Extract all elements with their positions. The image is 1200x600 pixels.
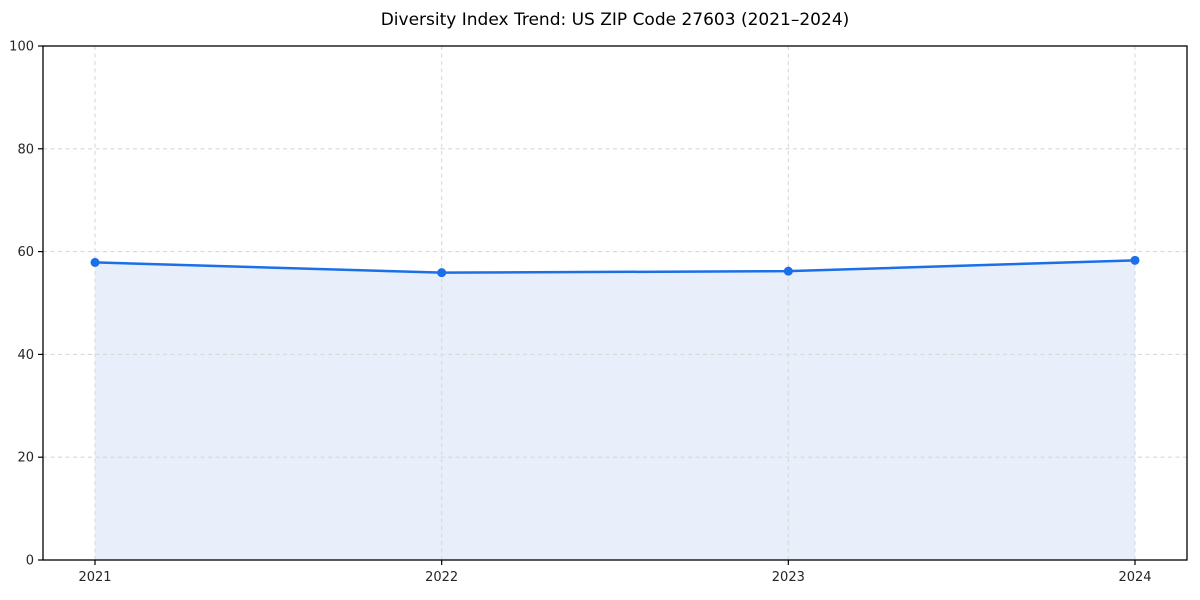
y-tick-label: 100 xyxy=(9,40,34,55)
x-tick-label: 2021 xyxy=(78,570,111,585)
y-tick-label: 20 xyxy=(17,451,34,466)
x-tick-label: 2022 xyxy=(425,570,458,585)
data-point xyxy=(1130,255,1140,265)
area-fill xyxy=(95,260,1135,560)
x-tick-label: 2024 xyxy=(1118,570,1151,585)
y-tick-label: 40 xyxy=(17,348,34,363)
y-tick-label: 0 xyxy=(26,554,34,569)
data-point xyxy=(90,257,100,267)
data-point xyxy=(437,268,447,278)
data-point xyxy=(783,266,793,276)
chart-title: Diversity Index Trend: US ZIP Code 27603… xyxy=(380,10,850,30)
plot-border xyxy=(42,45,1188,561)
y-tick-label: 80 xyxy=(17,142,34,157)
y-tick-label: 60 xyxy=(17,245,34,260)
x-tick-label: 2023 xyxy=(772,570,805,585)
trend-line xyxy=(93,259,1137,274)
